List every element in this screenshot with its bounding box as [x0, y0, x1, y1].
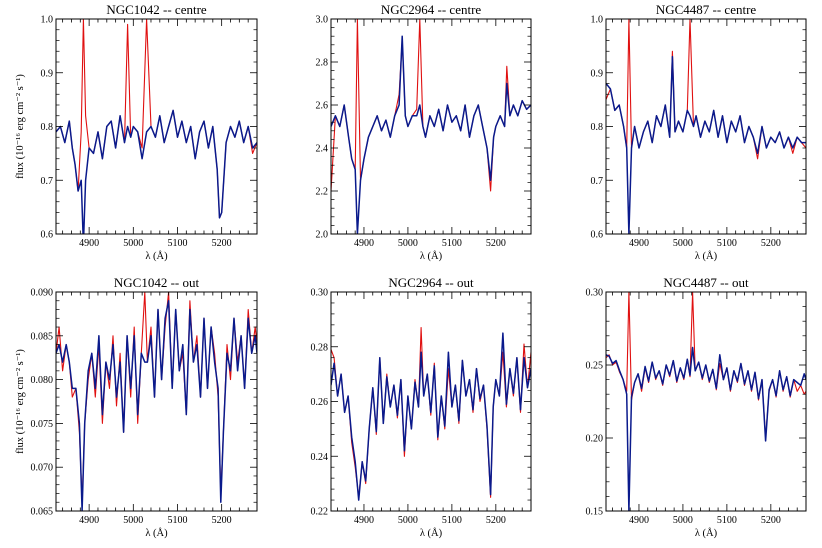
series-line-2 — [606, 55, 806, 234]
y-tick-label: 0.090 — [31, 288, 54, 299]
series-line-1 — [331, 19, 531, 192]
x-tick-label: 4900 — [79, 515, 99, 526]
x-tick-label: 5200 — [761, 238, 781, 249]
axes-frame — [55, 18, 258, 235]
x-axis-label: λ (Å) — [420, 250, 443, 262]
y-axis-label: flux (10⁻¹⁶ erg cm⁻² s⁻¹) — [15, 349, 26, 454]
x-axis-label: λ (Å) — [695, 250, 718, 262]
y-tick-label: 0.30 — [311, 288, 329, 299]
y-tick-label: 0.8 — [591, 122, 604, 133]
axes-frame — [330, 18, 532, 235]
panel-4: 4900 5000 5100 5200 0.065 0.070 0.075 0.080 0.08… — [15, 275, 258, 539]
panel-6: 4900 5000 5100 5200 0.15 0.20 0.25 0.30 NGC4487 … — [586, 275, 807, 539]
y-tick-label: 0.6 — [41, 230, 54, 241]
y-tick-label: 1.0 — [41, 15, 54, 26]
y-tick-label: 2.4 — [316, 144, 329, 155]
y-tick-label: 0.080 — [31, 375, 54, 386]
x-tick-label: 5100 — [717, 515, 737, 526]
series-line-2 — [331, 332, 531, 501]
x-tick-label: 4900 — [79, 238, 99, 249]
y-tick-label: 2.6 — [316, 101, 329, 112]
series-line-2 — [331, 35, 531, 234]
y-tick-label: 0.22 — [311, 507, 329, 518]
y-tick-label: 0.070 — [31, 463, 54, 474]
y-tick-label: 0.30 — [586, 288, 604, 299]
x-tick-label: 5100 — [167, 238, 187, 249]
x-axis-label: λ (Å) — [145, 250, 168, 262]
x-tick-label: 5000 — [673, 515, 693, 526]
panel-2: 4900 5000 5100 5200 2.0 2.2 2.4 2.6 2.8 3.0 NGC296… — [316, 2, 532, 262]
x-axis-label: λ (Å) — [695, 527, 718, 539]
panel-title: NGC2964 -- centre — [381, 2, 482, 17]
panel-title: NGC1042 -- out — [114, 275, 200, 290]
x-tick-label: 5200 — [212, 238, 232, 249]
x-axis-label: λ (Å) — [145, 527, 168, 539]
y-tick-label: 0.7 — [591, 176, 604, 187]
y-tick-label: 0.085 — [31, 331, 54, 342]
axes-frame — [605, 291, 807, 512]
y-axis-label: flux (10⁻¹⁶ erg cm⁻² s⁻¹) — [15, 74, 26, 179]
y-tick-label: 0.075 — [31, 419, 54, 430]
panel-title: NGC4487 -- out — [663, 275, 749, 290]
x-tick-label: 5200 — [212, 515, 232, 526]
panel-1: 4900 5000 5100 5200 0.6 0.7 0.8 0.9 1.0 NGC1042 -… — [15, 2, 258, 262]
y-tick-label: 0.9 — [41, 68, 54, 79]
y-tick-label: 0.065 — [31, 507, 54, 518]
y-tick-label: 0.20 — [586, 434, 604, 445]
y-tick-label: 0.9 — [591, 68, 604, 79]
x-tick-label: 5000 — [123, 515, 143, 526]
y-tick-label: 0.15 — [586, 507, 604, 518]
x-tick-label: 5100 — [442, 238, 462, 249]
x-tick-label: 5100 — [717, 238, 737, 249]
panel-5: 4900 5000 5100 5200 0.22 0.24 0.26 0.28 0.30 NGC2… — [311, 275, 532, 539]
y-tick-label: 1.0 — [591, 15, 604, 26]
panel-title: NGC4487 -- centre — [656, 2, 757, 17]
series-line-2 — [606, 346, 806, 511]
x-tick-label: 5000 — [673, 238, 693, 249]
series-line-2 — [56, 109, 257, 234]
x-tick-label: 4900 — [629, 238, 649, 249]
x-tick-label: 5000 — [398, 238, 418, 249]
y-tick-label: 0.6 — [591, 230, 604, 241]
y-tick-label: 0.28 — [311, 342, 329, 353]
x-tick-label: 5100 — [442, 515, 462, 526]
series-line-1 — [56, 19, 257, 219]
x-axis-label: λ (Å) — [420, 527, 443, 539]
y-tick-label: 0.26 — [311, 397, 329, 408]
x-tick-label: 5100 — [167, 515, 187, 526]
panel-title: NGC1042 -- centre — [106, 2, 207, 17]
series-line-2 — [56, 300, 257, 511]
y-tick-label: 0.25 — [586, 361, 604, 372]
x-tick-label: 5200 — [486, 515, 506, 526]
series-line-1 — [606, 19, 806, 160]
x-tick-label: 4900 — [354, 515, 374, 526]
x-tick-label: 4900 — [354, 238, 374, 249]
axes-frame — [55, 291, 258, 512]
x-tick-label: 5000 — [398, 515, 418, 526]
y-tick-label: 3.0 — [316, 15, 329, 26]
y-tick-label: 0.24 — [311, 452, 329, 463]
x-tick-label: 5200 — [761, 515, 781, 526]
y-tick-label: 2.8 — [316, 58, 329, 69]
y-tick-label: 0.7 — [41, 176, 54, 187]
panel-3: 4900 5000 5100 5200 0.6 0.7 0.8 0.9 1.0 NGC4487 -… — [591, 2, 807, 262]
x-tick-label: 5200 — [486, 238, 506, 249]
panel-title: NGC2964 -- out — [388, 275, 474, 290]
y-tick-label: 2.0 — [316, 230, 329, 241]
y-tick-label: 0.8 — [41, 122, 54, 133]
y-tick-label: 2.2 — [316, 187, 329, 198]
axes-frame — [605, 18, 807, 235]
x-tick-label: 5000 — [123, 238, 143, 249]
x-tick-label: 4900 — [629, 515, 649, 526]
